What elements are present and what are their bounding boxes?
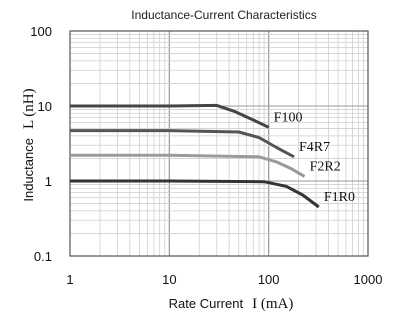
x-axis-label-text: Rate Current	[169, 296, 244, 311]
series-label-f100: F100	[274, 110, 303, 125]
x-tick-label: 100	[258, 272, 280, 287]
x-tick-labels: 1 10 100 1000	[66, 272, 382, 287]
series-label-f1r0: F1R0	[324, 190, 355, 205]
y-tick-label: 100	[30, 24, 52, 39]
x-tick-label: 1000	[354, 272, 383, 287]
series-label-f4r7: F4R7	[299, 140, 330, 155]
y-tick-label: 1	[45, 174, 52, 189]
y-tick-labels: 100 10 1 0.1	[30, 24, 52, 264]
series-line-f1r0	[70, 179, 320, 209]
y-axis-label: Inductance L (nH)	[20, 88, 37, 201]
plot-frame	[69, 30, 369, 257]
series-lines: F100 F4R7 F2R2 F1R0	[70, 103, 355, 209]
x-tick-label: 1	[66, 272, 73, 287]
y-tick-label: 10	[38, 99, 52, 114]
x-axis-label: Rate Current I (mA)	[169, 295, 294, 312]
series-label-f2r2: F2R2	[310, 159, 341, 174]
series-line-f4r7	[70, 129, 295, 159]
y-axis-label-text: Inductance	[21, 138, 36, 202]
series-line-f2r2	[70, 153, 306, 178]
y-tick-label: 0.1	[34, 249, 52, 264]
series-line-f100	[70, 103, 270, 129]
y-axis-label-symbol: L (nH)	[21, 88, 37, 129]
x-tick-label: 10	[162, 272, 176, 287]
x-axis-label-symbol: I (mA)	[252, 296, 293, 312]
chart-title: Inductance-Current Characteristics	[131, 8, 316, 22]
